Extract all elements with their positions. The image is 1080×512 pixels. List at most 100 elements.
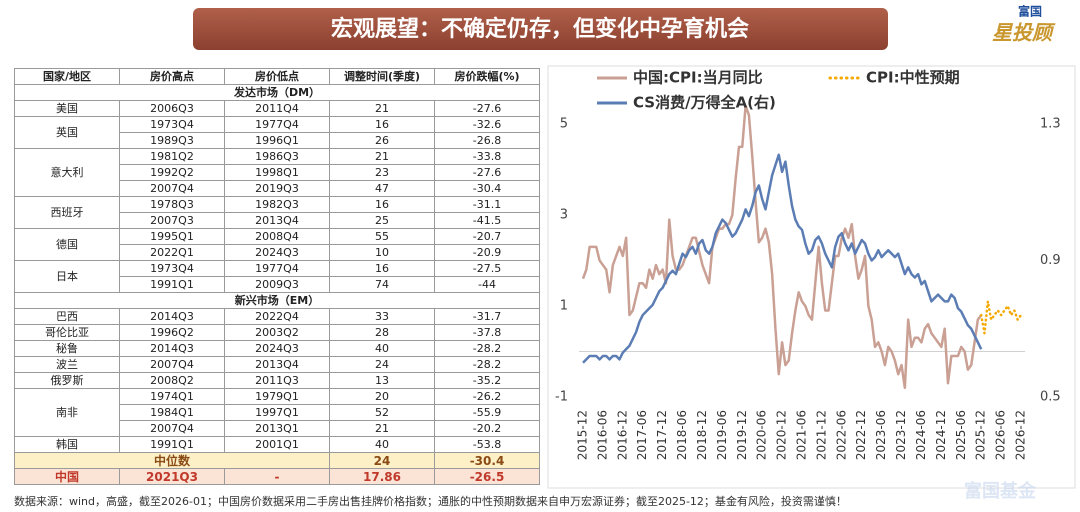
china-cell: 2021Q3 [119,468,225,485]
table-row: 中国 2021Q3-17.86 -26.5 [14,468,540,485]
country-cell: 美国 [14,100,120,117]
x-tick-label: 2020-12 [775,410,789,460]
watermark: 富国基金 [964,480,1037,502]
china-cell: - [224,468,330,485]
x-tick-label: 2025-12 [974,410,988,460]
table-cell: 1982Q3 [224,196,330,213]
table-cell: 16 [329,260,435,277]
table-cell: 2003Q2 [224,324,330,341]
table-row: 秘鲁 2014Q3 2024Q3 40 -28.2 [14,340,540,357]
table-cell: 1977Q4 [224,260,330,277]
table-cell: 2019Q3 [224,180,330,197]
x-tick-label: 2015-12 [576,410,590,460]
legend-label: CPI:中性预期 [866,69,960,87]
table-row: 1989Q3 1996Q1 26 -26.8 [15,132,540,149]
table-cell: -26.8 [434,132,540,149]
table-cell: -27.6 [434,100,540,117]
table-row: 西班牙 1978Q3 1982Q3 16 -31.1 [14,196,540,229]
table-cell: 1984Q1 [119,404,225,421]
x-tick-label: 2024-06 [914,410,928,460]
table-cell: 1992Q2 [119,164,225,181]
table-row: 发达市场（DM） [14,84,540,101]
table-cell: -44 [434,276,540,293]
table-cell: 1996Q1 [224,132,330,149]
table-cell: 1991Q1 [119,436,225,453]
country-cell: 秘鲁 [14,340,120,357]
x-tick-label: 2018-12 [695,410,709,460]
table-cell: 2014Q3 [119,308,225,325]
table-cell: -32.6 [434,116,540,133]
table-row: 韩国 1991Q1 2001Q1 40 -53.8 [14,436,540,453]
table-row: 1992Q2 1998Q1 23 -27.6 [15,164,540,181]
country-cell: 哥伦比亚 [14,324,120,341]
table-cell: 2001Q1 [224,436,330,453]
y-tick-label: 5 [560,117,568,132]
legend-label: CS消费/万得全A(右) [633,94,776,112]
table-cell: 2007Q3 [119,212,225,229]
y2-tick-label: 0.9 [1040,253,1061,268]
legend-label: 中国:CPI:当月同比 [633,69,763,87]
table-row: 2007Q4 2013Q1 21 -20.2 [15,420,540,437]
table-cell: -55.9 [434,404,540,421]
x-tick-label: 2019-12 [735,410,749,460]
series-line [979,300,1023,335]
y-tick-label: 3 [560,208,568,223]
x-tick-label: 2022-12 [854,410,868,460]
table-row: 德国 1995Q1 2008Q4 55 -20.7 [14,228,540,261]
table-cell: 21 [329,420,435,437]
table-cell: 47 [329,180,435,197]
y-tick-label: 1 [560,298,568,313]
x-tick-label: 2020-06 [755,410,769,460]
table-cell: -41.5 [434,212,540,229]
table-cell: 2008Q4 [224,228,330,245]
table-cell: 1974Q1 [119,388,225,405]
x-tick-label: 2021-12 [814,410,828,460]
table-cell: 74 [329,276,435,293]
table-cell: 55 [329,228,435,245]
table-row: 中位数 24 -30.4 [14,452,540,469]
table-cell: -33.8 [434,148,540,165]
country-cell: 英国 [14,116,120,149]
table-cell: 23 [329,164,435,181]
table-cell: 1977Q4 [224,116,330,133]
table-row: 日本 1973Q4 1977Q4 16 -27.5 [14,260,540,293]
series-line [581,104,983,390]
table-cell: -30.4 [434,180,540,197]
section-title: 新兴市场（EM） [14,292,540,309]
table-cell: 2022Q1 [119,244,225,261]
table: 国家/地区 房价高点 房价低点 调整时间(季度) 房价跌幅(%) 发达市场（DM） 美国 20… [14,68,540,485]
table-row: 新兴市场（EM） [14,292,540,309]
table-cell: 2013Q1 [224,420,330,437]
table-row: 美国 2006Q3 2011Q4 21 -27.6 [14,100,540,117]
table-cell: 2009Q3 [224,276,330,293]
table-cell: -53.8 [434,436,540,453]
table-cell: 16 [329,116,435,133]
table-cell: -27.5 [434,260,540,277]
table-cell: 2013Q4 [224,212,330,229]
table-cell: -27.6 [434,164,540,181]
country-cell: 波兰 [14,356,120,373]
section-title: 发达市场（DM） [14,84,540,101]
table-cell: 21 [329,148,435,165]
column-header: 房价低点 [224,68,330,85]
table-row: 英国 1973Q4 1977Q4 16 -32.6 [14,116,540,149]
table-cell: -28.2 [434,340,540,357]
table-cell: 2006Q3 [119,100,225,117]
x-tick-label: 2021-06 [795,410,809,460]
table-cell: 1996Q2 [119,324,225,341]
x-tick-label: 2026-06 [994,410,1008,460]
x-tick-label: 2017-12 [655,410,669,460]
x-tick-label: 2017-06 [635,410,649,460]
table-cell: 2007Q4 [119,356,225,373]
x-tick-label: 2018-06 [675,410,689,460]
y2-tick-label: 0.5 [1040,389,1061,404]
china-cell: 中国 [14,468,120,485]
country-cell: 南非 [14,388,120,437]
table-cell: 2007Q4 [119,180,225,197]
table-cell: 28 [329,324,435,341]
x-tick-label: 2024-12 [934,410,948,460]
y-tick-label: -1 [555,389,568,404]
series-line [582,153,983,364]
logo-top: 富国 [1018,4,1042,19]
x-tick-label: 2019-06 [715,410,729,460]
